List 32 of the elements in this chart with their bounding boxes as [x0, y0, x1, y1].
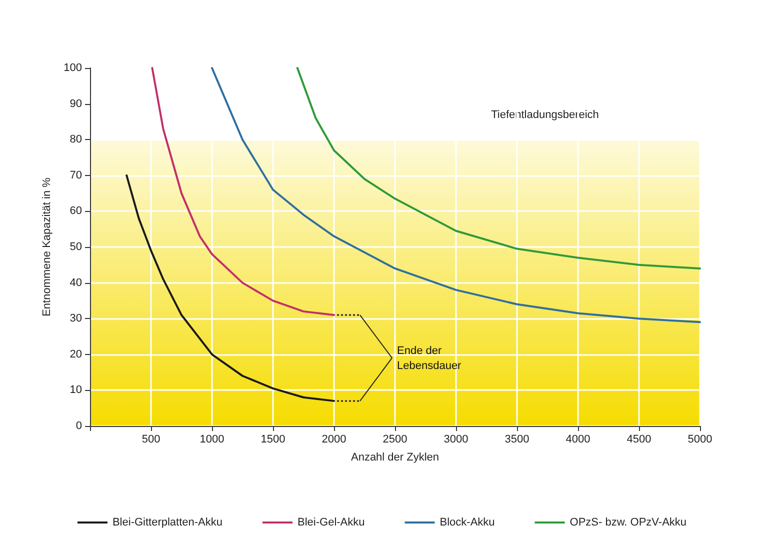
y-tick-label: 30: [70, 312, 82, 325]
x-tick-label: 4000: [566, 434, 590, 446]
x-tick-label: 500: [142, 434, 160, 446]
line-series: [151, 67, 335, 316]
y-axis-title: Entnommene Kapazität in %: [41, 177, 54, 316]
y-tick-label: 10: [70, 384, 82, 396]
y-tick-label: 70: [70, 169, 82, 182]
x-tick-label: 3000: [444, 434, 468, 446]
legend-label: Blei-Gel-Akku: [298, 516, 365, 528]
x-axis-title: Anzahl der Zyklen: [350, 452, 440, 464]
y-tick-label: 50: [70, 241, 82, 253]
line-series: [126, 174, 335, 402]
y-tick-label: 100: [64, 62, 82, 74]
y-tick-label: 90: [70, 98, 82, 110]
y-tick-label: 40: [70, 276, 82, 289]
legend-label: OPzS- bzw. OPzV-Akku: [570, 516, 687, 528]
x-tick-label: 2500: [382, 434, 408, 446]
y-tick-label: 60: [70, 205, 82, 218]
x-tick-label: 2000: [322, 434, 346, 446]
x-tick-label: 1000: [200, 434, 224, 446]
y-tick-label: 20: [70, 348, 82, 360]
x-tick-label: 3500: [504, 434, 530, 446]
x-tick-label: 1500: [260, 434, 286, 446]
y-tick-label: 80: [70, 134, 82, 146]
y-tick-label: 0: [76, 420, 82, 432]
band-label: Tiefentladungsbereich: [491, 109, 599, 122]
line-series: [296, 67, 701, 270]
legend-label: Block-Akku: [440, 516, 495, 528]
line-series: [211, 67, 701, 324]
x-tick-label: 5000: [688, 434, 712, 446]
x-tick-label: 4500: [626, 434, 652, 446]
legend-label: Blei-Gitterplatten-Akku: [112, 516, 223, 528]
